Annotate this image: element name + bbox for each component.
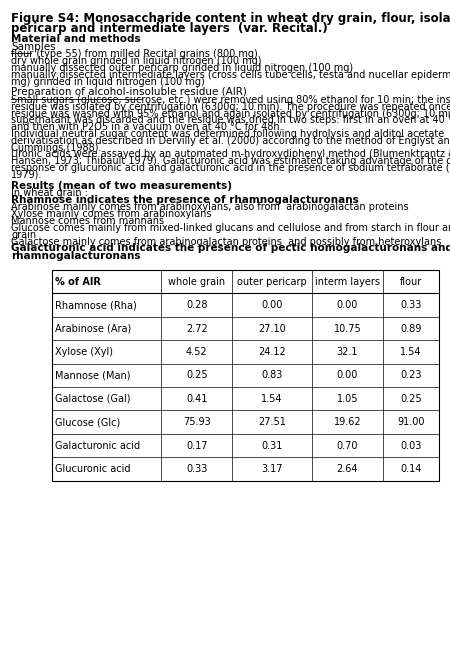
Text: 1.54: 1.54 — [400, 347, 422, 357]
Text: 0.17: 0.17 — [186, 441, 207, 450]
Text: grain: grain — [11, 229, 36, 240]
Text: dry whole grain grinded in liquid nitrogen (100 mg): dry whole grain grinded in liquid nitrog… — [11, 56, 262, 66]
Text: 32.1: 32.1 — [337, 347, 358, 357]
Text: 75.93: 75.93 — [183, 417, 211, 427]
Text: 4.52: 4.52 — [186, 347, 208, 357]
Text: 0.33: 0.33 — [186, 464, 207, 474]
Text: 0.25: 0.25 — [186, 370, 208, 380]
Text: Arabinose (Ara): Arabinose (Ara) — [55, 324, 131, 333]
Text: Xylose (Xyl): Xylose (Xyl) — [55, 347, 113, 357]
Text: Cummings (1988).: Cummings (1988). — [11, 142, 102, 153]
Text: 0.03: 0.03 — [400, 441, 422, 450]
Text: 91.00: 91.00 — [397, 417, 424, 427]
Text: pericarp and intermediate layers  (var. Recital.): pericarp and intermediate layers (var. R… — [11, 21, 328, 34]
Text: 1.05: 1.05 — [337, 394, 358, 404]
Text: Material and methods: Material and methods — [11, 34, 141, 44]
Text: 1.54: 1.54 — [261, 394, 283, 404]
Text: Arabinose mainly comes from arabinoxylans, also from  arabinogalactan proteins: Arabinose mainly comes from arabinoxylan… — [11, 202, 409, 213]
Text: Rhamnose indicates the presence of rhamnogalacturonans: Rhamnose indicates the presence of rhamn… — [11, 195, 359, 205]
Text: 24.12: 24.12 — [258, 347, 286, 357]
Text: In wheat grain :: In wheat grain : — [11, 188, 88, 198]
Text: 0.14: 0.14 — [400, 464, 422, 474]
Text: Preparation of alcohol-insoluble residue (AIR): Preparation of alcohol-insoluble residue… — [11, 87, 247, 98]
Text: 0.83: 0.83 — [261, 370, 283, 380]
Bar — [52, 270, 439, 480]
Text: mg) grinded in liquid nitrogen (100 mg): mg) grinded in liquid nitrogen (100 mg) — [11, 77, 205, 86]
Text: Hansen, 1973; Thibault 1979). Galacturonic acid was estimated taking advantage o: Hansen, 1973; Thibault 1979). Galacturon… — [11, 156, 450, 166]
Text: 0.23: 0.23 — [400, 370, 422, 380]
Text: 0.00: 0.00 — [337, 300, 358, 310]
Text: Mannose (Man): Mannose (Man) — [55, 370, 131, 380]
Text: response of glucuronic acid and galacturonic acid in the presence of sodium tetr: response of glucuronic acid and galactur… — [11, 163, 450, 173]
Text: Mannose comes from mannans: Mannose comes from mannans — [11, 216, 164, 226]
Text: 2.64: 2.64 — [337, 464, 358, 474]
Text: Figure S4: Monosaccharide content in wheat dry grain, flour, isolated outer: Figure S4: Monosaccharide content in whe… — [11, 12, 450, 25]
Text: residue was washed with 95% ethanol and again isolated by centrifugation (6300g;: residue was washed with 95% ethanol and … — [11, 109, 450, 118]
Text: flour (type 55) from milled Recital grains (800 mg): flour (type 55) from milled Recital grai… — [11, 49, 258, 59]
Text: and then with P2O5 in a vacuum oven at 40 °C for 48h.: and then with P2O5 in a vacuum oven at 4… — [11, 122, 283, 132]
Text: whole grain: whole grain — [168, 277, 225, 287]
Text: Galactose mainly comes from arabinogalactan proteins  and possibly from heteroxy: Galactose mainly comes from arabinogalac… — [11, 237, 441, 246]
Text: 19.62: 19.62 — [333, 417, 361, 427]
Text: Rhamnose (Rha): Rhamnose (Rha) — [55, 300, 137, 310]
Text: 1979).: 1979). — [11, 170, 43, 180]
Text: 27.51: 27.51 — [258, 417, 286, 427]
Text: Galactose (Gal): Galactose (Gal) — [55, 394, 131, 404]
Text: 0.33: 0.33 — [400, 300, 422, 310]
Text: Uronic acids were assayed by an automated m-hydroxydiphenyl method (Blumenktrant: Uronic acids were assayed by an automate… — [11, 150, 450, 159]
Text: interm layers: interm layers — [315, 277, 380, 287]
Text: Galacturonic acid indicates the presence of pectic homogalacturonans and/or: Galacturonic acid indicates the presence… — [11, 243, 450, 254]
Text: Individual neutral sugar content was determined following hydrolysis and alditol: Individual neutral sugar content was det… — [11, 129, 445, 139]
Text: derivatisation as described in Dervilly et al. (2000) according to the method of: derivatisation as described in Dervilly … — [11, 136, 450, 146]
Text: 0.41: 0.41 — [186, 394, 207, 404]
Text: 0.00: 0.00 — [261, 300, 283, 310]
Text: 0.89: 0.89 — [400, 324, 422, 333]
Text: manually dissected outer pericarp grinded in liquid nitrogen (100 mg): manually dissected outer pericarp grinde… — [11, 63, 353, 73]
Text: 0.25: 0.25 — [400, 394, 422, 404]
Text: 0.00: 0.00 — [337, 370, 358, 380]
Text: 3.17: 3.17 — [261, 464, 283, 474]
Text: 0.31: 0.31 — [261, 441, 283, 450]
Text: rhamnogalacturonans: rhamnogalacturonans — [11, 251, 141, 261]
Text: Glucose (Glc): Glucose (Glc) — [55, 417, 121, 427]
Text: 10.75: 10.75 — [333, 324, 361, 333]
Text: Results (mean of two measurements): Results (mean of two measurements) — [11, 181, 232, 190]
Text: % of AIR: % of AIR — [55, 277, 101, 287]
Text: Samples: Samples — [11, 42, 56, 52]
Text: flour: flour — [400, 277, 422, 287]
Text: Galacturonic acid: Galacturonic acid — [55, 441, 140, 450]
Text: 27.10: 27.10 — [258, 324, 286, 333]
Text: 0.70: 0.70 — [337, 441, 358, 450]
Text: 0.28: 0.28 — [186, 300, 207, 310]
Text: outer pericarp: outer pericarp — [237, 277, 307, 287]
Text: manually dissected intermediate layers (cross cells tube cells, testa and nucell: manually dissected intermediate layers (… — [11, 70, 450, 80]
Text: Xylose mainly comes from arabinoxylans: Xylose mainly comes from arabinoxylans — [11, 209, 212, 219]
Text: Glucuronic acid: Glucuronic acid — [55, 464, 131, 474]
Text: Small sugars (glucose, sucrose, etc.) were removed using 80% ethanol for 10 min;: Small sugars (glucose, sucrose, etc.) we… — [11, 95, 450, 105]
Text: Glucose comes mainly from mixed-linked glucans and cellulose and from starch in : Glucose comes mainly from mixed-linked g… — [11, 223, 450, 233]
Text: residue was isolated by centrifugation (6300g; 10 min). The procedure was repeat: residue was isolated by centrifugation (… — [11, 101, 450, 112]
Text: supernatant was discarded and the residue was dried in two steps: first in an ov: supernatant was discarded and the residu… — [11, 115, 450, 125]
Text: 2.72: 2.72 — [186, 324, 208, 333]
